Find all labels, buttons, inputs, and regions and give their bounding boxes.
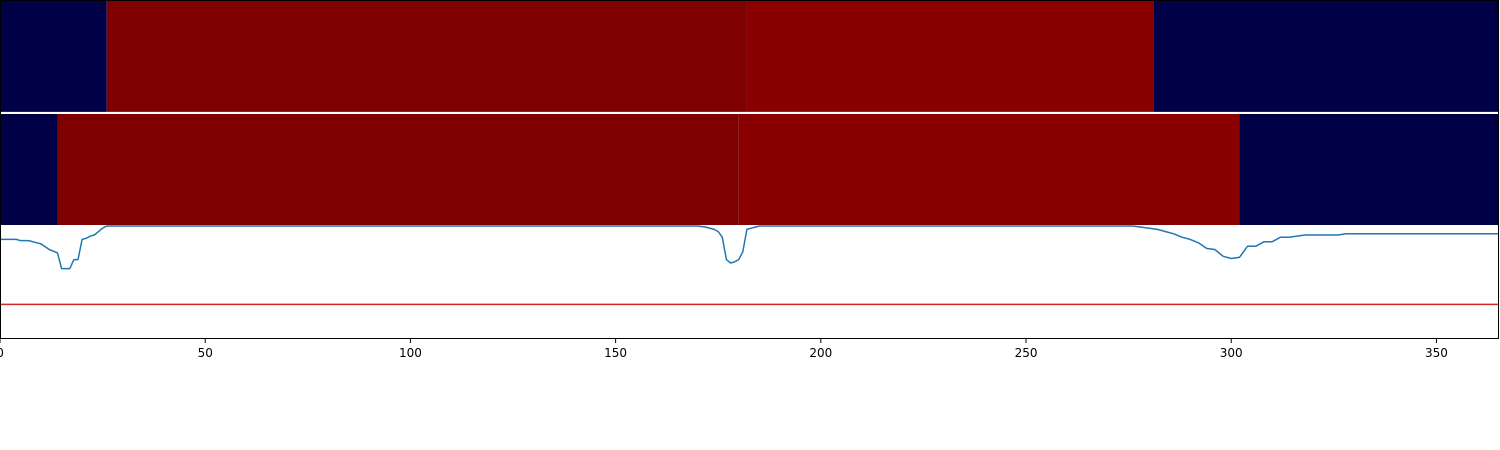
heatmap-strips	[0, 1, 1500, 225]
x-tick-label-250: 250	[1015, 346, 1038, 360]
heatmap-cell-row0-seg0	[0, 1, 107, 112]
heatmap-cell-row0-seg2	[746, 1, 1154, 112]
heatmap-cell-row0-seg3	[1153, 1, 1498, 112]
axes-frame	[0, 0, 1499, 339]
x-tick-label-50: 50	[198, 346, 213, 360]
x-tick-label-200: 200	[809, 346, 832, 360]
x-axis: 0 50 100 150 200 250 300 350	[0, 0, 1499, 360]
series-line-0	[0, 225, 1498, 270]
x-tick-label-300: 300	[1220, 346, 1243, 360]
line-plot	[0, 225, 1498, 306]
heatmap-cell-row1-seg2	[738, 114, 1240, 225]
x-tick-label-350: 350	[1425, 346, 1448, 360]
x-tick-label-150: 150	[604, 346, 627, 360]
x-tick-label-100: 100	[399, 346, 422, 360]
x-tick-label-0: 0	[0, 346, 4, 360]
heatmap-cell-row0-seg1	[106, 1, 747, 112]
heatmap-cell-row1-seg3	[1239, 114, 1498, 225]
heatmap-cell-row1-seg1	[57, 114, 739, 225]
heatmap-cell-row1-seg0	[0, 114, 58, 225]
